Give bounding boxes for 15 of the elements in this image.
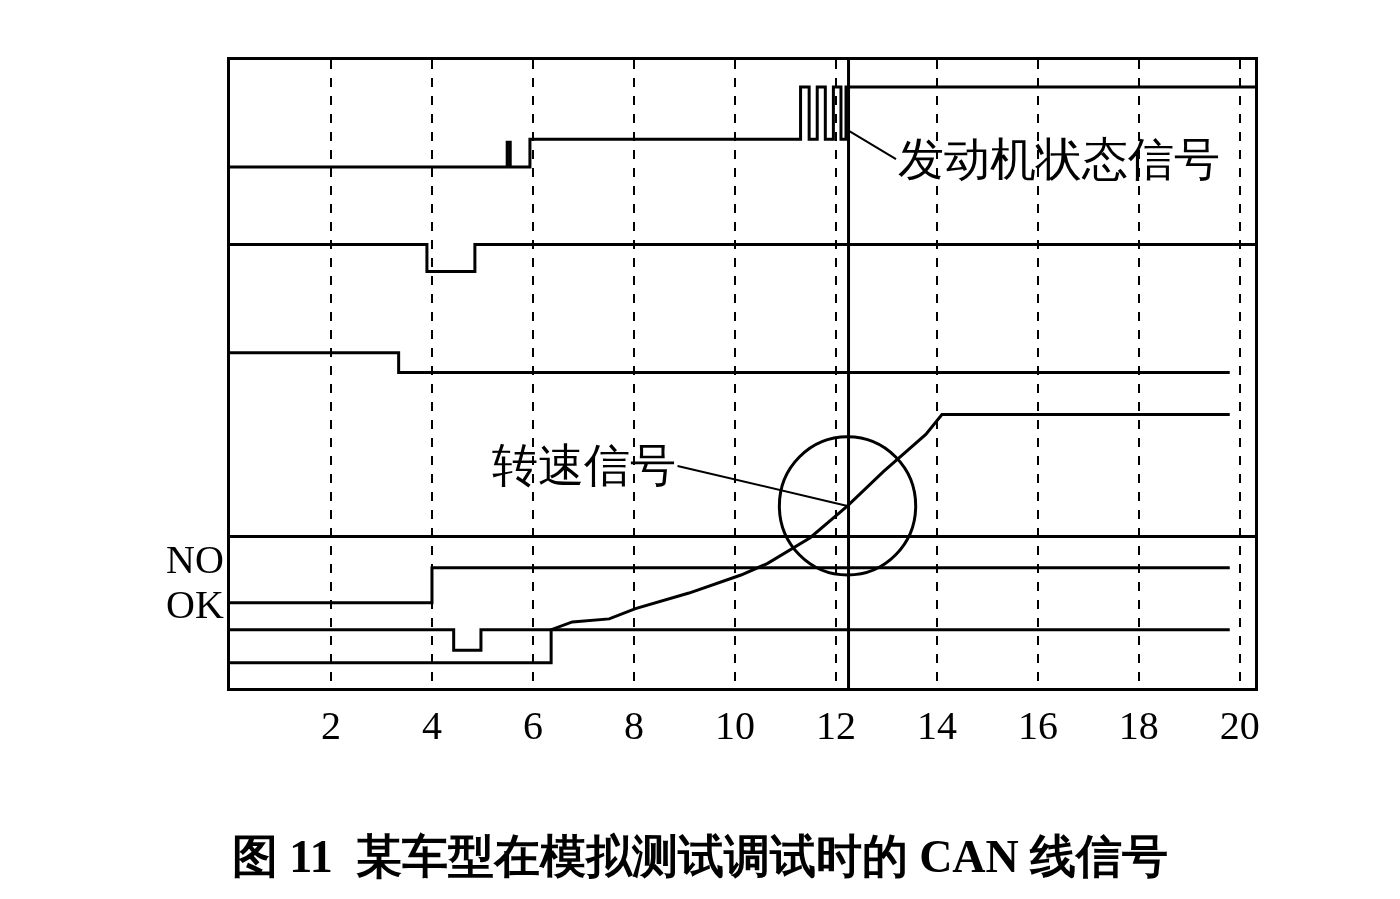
text: NO [166,537,224,582]
x-tick-label: 4 [421,703,442,748]
x-tick-label: 2 [320,703,341,748]
annotation: 发动机状态信号 [898,134,1220,185]
x-tick-label: 12 [815,703,856,748]
x-tick-label: 18 [1118,703,1159,748]
x-tick-label: 14 [916,703,957,748]
x-tick-label: 6 [522,703,543,748]
annotation: 转速信号 [492,440,676,491]
x-tick-label: 8 [623,703,644,748]
x-tick-label: 10 [714,703,755,748]
x-tick-label: 16 [1017,703,1058,748]
text: 图 11 某车型在模拟测试调试时的 CAN 线信号 [231,831,1169,883]
x-tick-label: 20 [1219,703,1260,748]
text: OK [166,582,224,627]
